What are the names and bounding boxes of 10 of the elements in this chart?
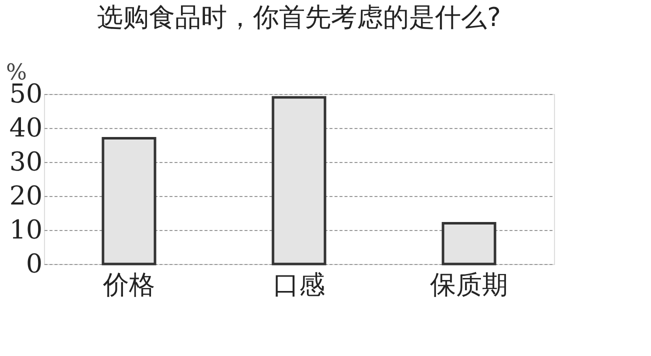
- chart-title: 选购食品时，你首先考虑的是什么?: [97, 3, 501, 33]
- y-tick-label: 20: [9, 182, 42, 212]
- x-tick-label: 口感: [273, 270, 325, 300]
- x-tick-label: 价格: [102, 270, 155, 300]
- y-tick-label: 10: [9, 216, 42, 246]
- y-tick-label: 50: [9, 80, 42, 110]
- y-tick-label: 30: [9, 148, 42, 178]
- y-tick-label: 40: [9, 114, 42, 144]
- y-tick-label: 0: [26, 250, 42, 280]
- x-tick-label: 保质期: [430, 270, 508, 300]
